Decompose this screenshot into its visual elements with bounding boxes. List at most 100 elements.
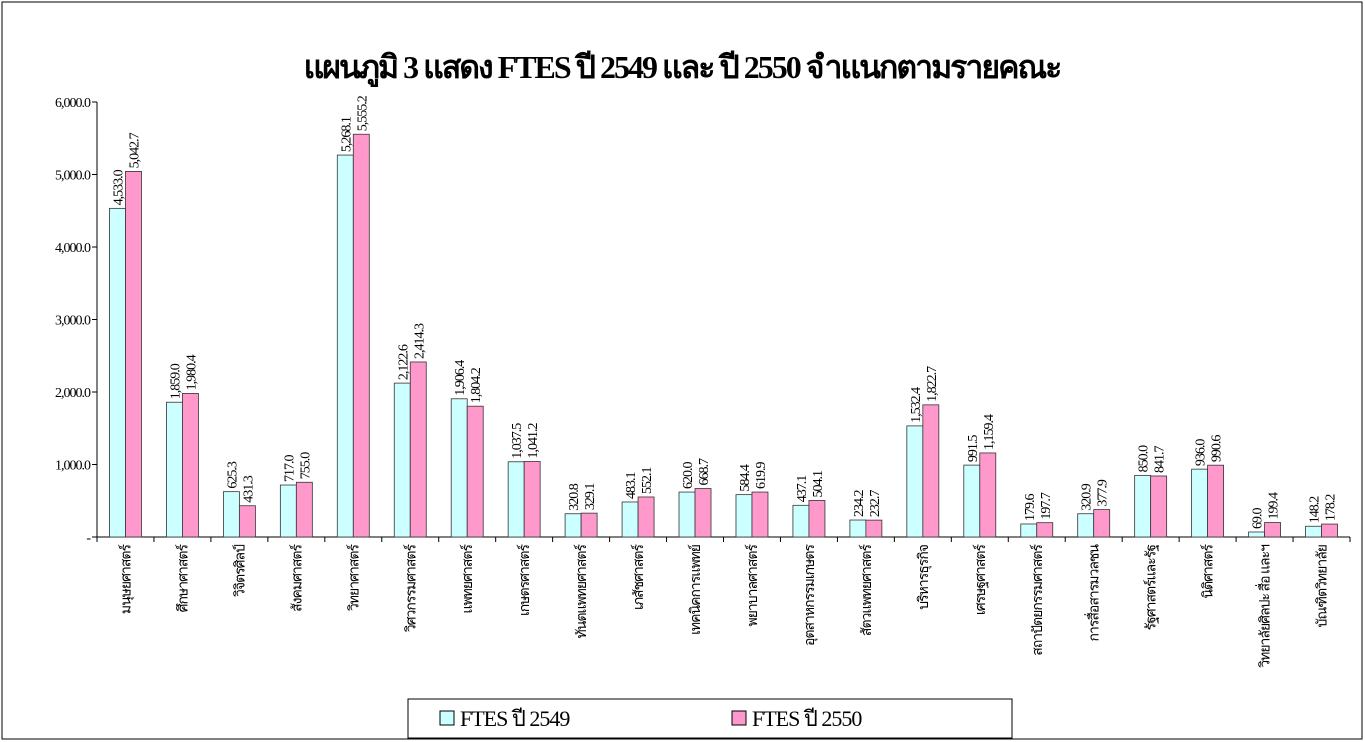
bar xyxy=(336,154,354,538)
value-label: 1,859.0 xyxy=(168,363,183,399)
bar xyxy=(792,504,810,538)
bar xyxy=(1321,523,1338,538)
x-tick-label: เศรษฐศาสตร์ xyxy=(972,544,989,616)
bar xyxy=(352,133,370,538)
bar xyxy=(808,500,826,538)
x-tick-label: สัตวแพทยศาสตร์ xyxy=(858,544,875,637)
value-label: 199.4 xyxy=(1267,492,1282,520)
value-label: 178.2 xyxy=(1324,494,1339,522)
x-tick-label: เทคนิคการแพทย์ xyxy=(687,544,704,635)
bar xyxy=(735,494,753,538)
bar xyxy=(564,513,582,538)
bar xyxy=(694,488,712,538)
x-tick-label: สถาปัตยกรรมศาสตร์ xyxy=(1029,544,1046,656)
y-tick-label: 2,000.0 xyxy=(55,386,91,401)
bar xyxy=(279,484,297,538)
bar xyxy=(979,452,997,538)
legend-box xyxy=(407,698,1013,739)
legend-swatch xyxy=(439,710,455,726)
bar xyxy=(523,461,541,538)
bar xyxy=(507,461,525,538)
value-label: 197.7 xyxy=(1039,492,1054,520)
value-label: 483.1 xyxy=(624,471,639,499)
value-label: 2,122.6 xyxy=(396,344,411,380)
value-label: 1,906.4 xyxy=(453,360,468,396)
value-label: 4,533.0 xyxy=(111,169,126,205)
x-tick-label: วิทยาลัยศิลปะ สื่อ และฯ xyxy=(1256,545,1274,668)
bar xyxy=(409,361,427,538)
value-label: 552.1 xyxy=(640,466,655,494)
bar xyxy=(1093,509,1111,538)
value-label: 717.0 xyxy=(282,455,297,483)
x-tick-label: วิจิตรศิลป์ xyxy=(231,544,248,597)
value-label: 320.8 xyxy=(567,483,582,511)
bar xyxy=(1134,474,1152,538)
value-label: 850.0 xyxy=(1137,445,1152,473)
value-label: 320.9 xyxy=(1080,483,1095,511)
bar xyxy=(922,404,940,538)
legend-label: FTES ปี 2549 xyxy=(460,706,570,731)
bar xyxy=(1036,522,1054,538)
bar xyxy=(751,491,769,538)
value-label: 329.1 xyxy=(583,483,598,511)
bar xyxy=(466,405,484,538)
bar xyxy=(182,393,199,538)
value-label: 5,555.2 xyxy=(355,95,370,131)
x-tick-label: นิติศาสตร์ xyxy=(1200,544,1217,599)
y-tick-label: 5,000.0 xyxy=(55,169,91,184)
bar xyxy=(678,491,696,538)
value-label: 1,532.4 xyxy=(909,387,924,423)
y-tick-label: - xyxy=(86,531,91,546)
value-label: 841.7 xyxy=(1153,445,1168,473)
value-label: 1,037.5 xyxy=(510,423,525,459)
bar xyxy=(1305,525,1322,538)
value-label: 668.7 xyxy=(697,458,712,486)
x-tick-label: มนุษยศาสตร์ xyxy=(117,544,134,615)
y-tick-label: 1,000.0 xyxy=(55,459,91,474)
bar xyxy=(109,207,126,538)
value-label: 5,268.1 xyxy=(339,116,354,152)
value-label: 1,822.7 xyxy=(925,366,940,402)
bar xyxy=(963,464,981,538)
bar xyxy=(580,512,598,538)
legend-swatch xyxy=(731,710,747,726)
bar xyxy=(637,496,655,538)
x-tick-label: สังคมศาสตร์ xyxy=(288,544,305,612)
x-tick-label: ทันตแพทยศาสตร์ xyxy=(573,544,590,639)
y-tick-label: 6,000.0 xyxy=(55,96,91,111)
value-label: 69.0 xyxy=(1251,507,1266,529)
value-label: 1,159.4 xyxy=(982,414,997,450)
bar xyxy=(1248,531,1265,538)
value-label: 179.6 xyxy=(1023,493,1038,521)
bar xyxy=(222,491,240,538)
x-tick-label: แพทยศาสตร์ xyxy=(459,544,476,614)
bar xyxy=(238,505,256,538)
value-label: 620.0 xyxy=(681,462,696,490)
value-label: 1,804.2 xyxy=(469,367,484,403)
bar xyxy=(1077,513,1095,538)
bar xyxy=(393,382,411,538)
value-label: 584.4 xyxy=(738,464,753,492)
value-label: 437.1 xyxy=(795,475,810,503)
x-tick-label: พยาบาลศาสตร์ xyxy=(744,544,761,627)
x-tick-label: รัฐศาสตร์และรัฐ xyxy=(1143,545,1160,631)
x-tick-label: เกษตรศาสตร์ xyxy=(516,544,533,616)
bar xyxy=(906,425,924,538)
x-tick-label: ศึกษาศาสตร์ xyxy=(174,544,191,613)
value-label: 234.2 xyxy=(852,490,867,518)
value-label: 990.6 xyxy=(1210,435,1225,463)
bar xyxy=(1264,522,1281,538)
bar xyxy=(1150,475,1168,538)
legend-label: FTES ปี 2550 xyxy=(752,706,862,731)
bar xyxy=(849,519,867,538)
value-label: 991.5 xyxy=(966,435,981,463)
bar xyxy=(295,481,313,538)
value-label: 936.0 xyxy=(1194,439,1209,467)
x-tick-label: บริหารธุรกิจ xyxy=(917,544,932,610)
bar xyxy=(166,401,183,538)
value-label: 2,414.3 xyxy=(412,323,427,359)
value-label: 1,041.2 xyxy=(526,423,541,459)
x-tick-label: เภสัชศาสตร์ xyxy=(630,544,647,610)
